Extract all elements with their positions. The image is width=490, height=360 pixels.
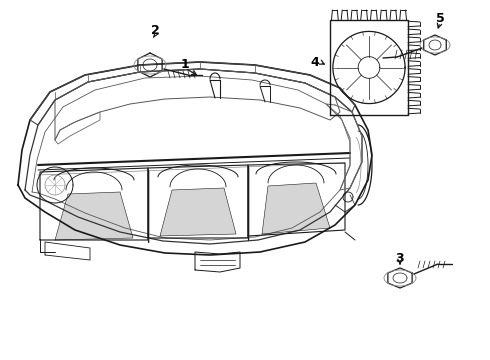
Polygon shape [55,192,133,240]
Text: 1: 1 [181,58,189,71]
Text: 2: 2 [150,23,159,36]
Polygon shape [160,188,236,236]
Polygon shape [262,183,330,234]
Text: 5: 5 [436,12,444,24]
Text: 4: 4 [311,55,319,68]
Text: 3: 3 [396,252,404,265]
